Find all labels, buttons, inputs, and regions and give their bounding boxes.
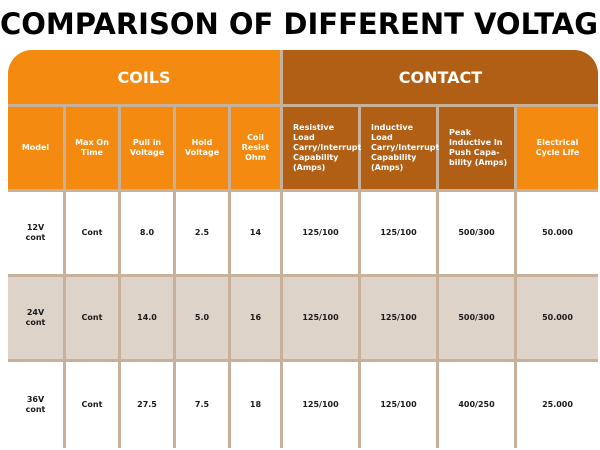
table-cell-text: 12V cont [25, 223, 46, 242]
coils-group-header: COILS [8, 50, 280, 104]
page-title: COMPARISON OF DIFFERENT VOLTAGE [0, 7, 600, 41]
table-cell: 12V cont [8, 192, 63, 274]
table-cell: 18 [231, 362, 280, 448]
table-cell: 8.0 [121, 192, 173, 274]
column-header-label: Resistive Load Carry/Interrupt Capabilit… [293, 123, 362, 172]
column-header-electrical-cycle-life: Electrical Cycle Life [517, 107, 598, 189]
column-header-peak-inductive: Peak Inductive In Push Capa-bility (Amps… [439, 107, 514, 189]
column-header-label: Model [21, 143, 50, 152]
table-cell: 125/100 [361, 277, 436, 359]
table-cell: 50.000 [517, 192, 598, 274]
table-cell: 36V cont [8, 362, 63, 448]
table-cell: 16 [231, 277, 280, 359]
column-header-model: Model [8, 107, 63, 189]
column-header-resistive-load: Resistive Load Carry/Interrupt Capabilit… [283, 107, 362, 189]
contact-group-header: CONTACT [283, 50, 598, 104]
column-header-label: Coil Resist Ohm [241, 133, 270, 162]
table-cell: 125/100 [361, 192, 436, 274]
table-cell: 125/100 [361, 362, 436, 448]
table-cell: 2.5 [176, 192, 228, 274]
column-header-pull-in-voltage: Pull in Voltage [121, 107, 173, 189]
table-cell: 125/100 [283, 277, 358, 359]
table-cell: Cont [66, 277, 118, 359]
table-cell: 25.000 [517, 362, 598, 448]
table-cell: 400/250 [439, 362, 514, 448]
table-cell: 27.5 [121, 362, 173, 448]
column-header-coil-resist: Coil Resist Ohm [231, 107, 280, 189]
table-cell: 14 [231, 192, 280, 274]
table-cell: 24V cont [8, 277, 63, 359]
column-header-max-on-time: Max On Time [66, 107, 118, 189]
column-header-inductive-load: Inductive Load Carry/Interrupt Capabilit… [361, 107, 440, 189]
column-header-label: Peak Inductive In Push Capa-bility (Amps… [449, 128, 508, 167]
table-cell: 50.000 [517, 277, 598, 359]
table-cell: 500/300 [439, 192, 514, 274]
column-header-hold-voltage: Hold Voltage [176, 107, 228, 189]
table-cell: 7.5 [176, 362, 228, 448]
table-cell: 500/300 [439, 277, 514, 359]
table-cell: 5.0 [176, 277, 228, 359]
table-cell: 125/100 [283, 362, 358, 448]
column-header-label: Electrical Cycle Life [535, 138, 580, 157]
table-cell: Cont [66, 192, 118, 274]
comparison-table: COILS CONTACT Model Max On Time Pull in … [8, 50, 598, 448]
table-cell: 14.0 [121, 277, 173, 359]
table-cell: 125/100 [283, 192, 358, 274]
column-header-label: Pull in Voltage [129, 138, 165, 157]
table-cell: Cont [66, 362, 118, 448]
column-header-label: Inductive Load Carry/Interrupt Capabilit… [371, 123, 440, 172]
column-header-label: Hold Voltage [184, 138, 220, 157]
table-cell-text: 36V cont [25, 395, 46, 414]
table-cell-text: 24V cont [25, 308, 46, 327]
column-header-label: Max On Time [75, 138, 109, 157]
